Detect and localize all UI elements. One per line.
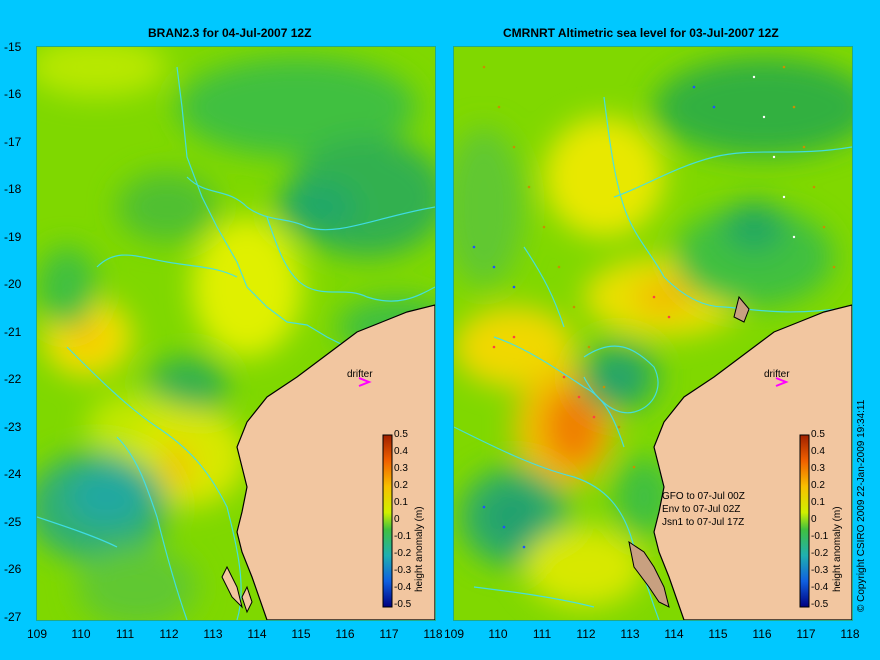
lat-label: -25	[4, 515, 22, 529]
env-legend: Env to 07-Jul 02Z	[662, 504, 741, 515]
colorbar-title: height anomaly (m)	[414, 506, 425, 592]
drifter-marker	[358, 377, 372, 387]
colorbar-title: height anomaly (m)	[832, 506, 843, 592]
lon-label: 118	[423, 627, 443, 641]
colorbar-tick: 0.2	[394, 480, 408, 491]
lat-label: -24	[4, 467, 22, 481]
colorbar-tick: 0.4	[394, 446, 408, 457]
lon-label: 110	[71, 627, 91, 641]
colorbar-tick: 0.5	[394, 429, 408, 440]
lat-label: -20	[4, 277, 22, 291]
colorbar-tick: 0.1	[811, 497, 825, 508]
lon-label: 117	[379, 627, 399, 641]
colorbar-tick: -0.5	[394, 599, 412, 610]
lat-label: -21	[4, 325, 22, 339]
lon-label: 109	[26, 627, 48, 641]
lon-label: 116	[752, 627, 772, 641]
drifter-label: drifter	[347, 369, 373, 380]
colorbar-tick: 0.5	[811, 429, 825, 440]
left-map-panel: drifter	[36, 46, 436, 621]
colorbar-tick: 0.3	[394, 463, 408, 474]
lon-label: 115	[291, 627, 311, 641]
lon-label: 111	[532, 627, 552, 641]
right-map-title: CMRNRT Altimetric sea level for 03-Jul-2…	[503, 26, 779, 40]
lat-label: -16	[4, 87, 22, 101]
lat-label: -17	[4, 135, 22, 149]
lat-label: -15	[4, 40, 22, 54]
lon-label: 109	[443, 627, 465, 641]
gfo-legend: GFO to 07-Jul 00Z	[662, 491, 745, 502]
lat-label: -22	[4, 372, 22, 386]
colorbar-tick: 0.4	[811, 446, 825, 457]
colorbar-tick: 0.3	[811, 463, 825, 474]
lat-label: -23	[4, 420, 22, 434]
lat-label: -27	[4, 610, 22, 624]
drifter-label: drifter	[764, 369, 790, 380]
lon-label: 110	[488, 627, 508, 641]
lon-label: 112	[576, 627, 596, 641]
lat-label: -19	[4, 230, 22, 244]
colorbar-tick: -0.2	[811, 548, 829, 559]
lon-label: 114	[664, 627, 684, 641]
colorbar-tick: -0.1	[811, 531, 829, 542]
lon-label: 118	[840, 627, 860, 641]
left-map-title: BRAN2.3 for 04-Jul-2007 12Z	[148, 26, 312, 40]
colorbar-tick: 0	[394, 514, 400, 525]
lon-label: 115	[708, 627, 728, 641]
lon-label: 116	[335, 627, 355, 641]
lon-label: 113	[620, 627, 640, 641]
colorbar-tick: 0	[811, 514, 817, 525]
lon-label: 114	[247, 627, 267, 641]
colorbar-tick: -0.4	[811, 582, 829, 593]
left-colorbar	[382, 434, 393, 608]
colorbar-tick: 0.2	[811, 480, 825, 491]
lat-label: -26	[4, 562, 22, 576]
lon-label: 113	[203, 627, 223, 641]
right-map-panel: drifter	[453, 46, 853, 621]
colorbar-tick: -0.2	[394, 548, 412, 559]
jsn1-legend: Jsn1 to 07-Jul 17Z	[662, 517, 745, 528]
colorbar-tick: -0.1	[394, 531, 412, 542]
left-height-anomaly-map: drifter	[37, 47, 435, 620]
right-colorbar	[799, 434, 810, 608]
lat-label: -18	[4, 182, 22, 196]
right-height-anomaly-map: drifter	[454, 47, 852, 620]
colorbar-tick: 0.1	[394, 497, 408, 508]
colorbar-tick: -0.4	[394, 582, 412, 593]
colorbar-tick: -0.3	[394, 565, 412, 576]
lon-label: 111	[115, 627, 135, 641]
colorbar-tick: -0.3	[811, 565, 829, 576]
drifter-marker	[775, 377, 789, 387]
lon-label: 117	[796, 627, 816, 641]
satellite-track-points	[472, 65, 836, 549]
copyright-stamp: © Copyright CSIRO 2009 22-Jan-2009 19:34…	[856, 399, 867, 612]
lon-label: 112	[159, 627, 179, 641]
colorbar-tick: -0.5	[811, 599, 829, 610]
